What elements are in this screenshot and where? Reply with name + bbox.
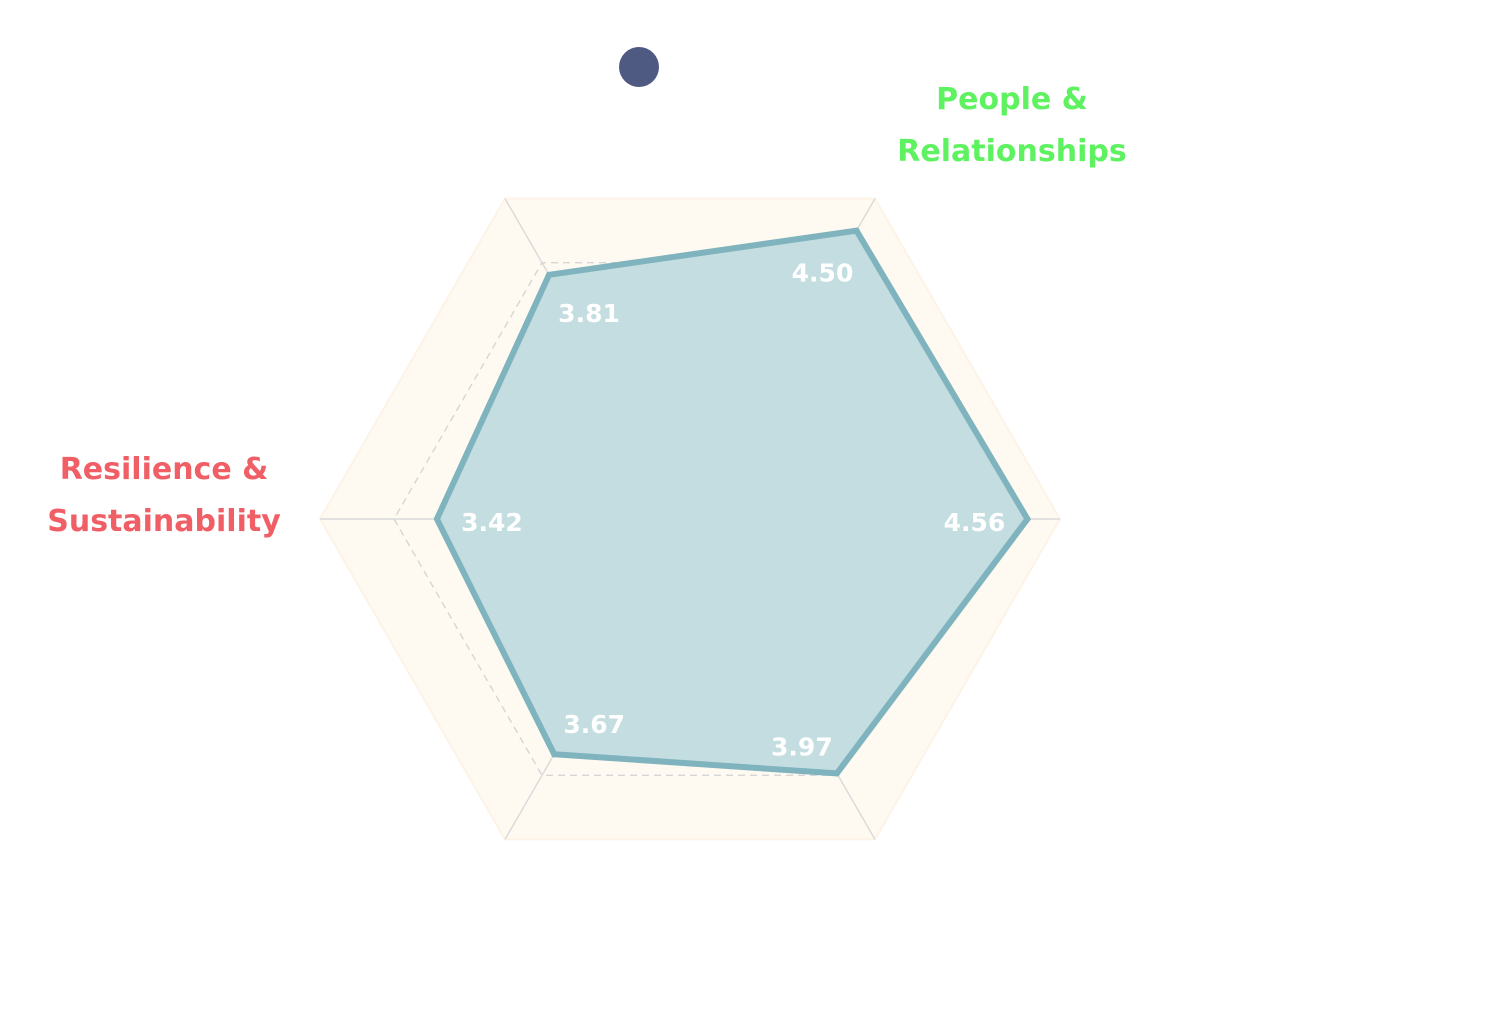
series — [433, 227, 1032, 777]
value-label: 4.56 — [944, 508, 1006, 537]
legend-marker — [619, 47, 659, 87]
data-point — [1024, 516, 1031, 522]
data-point — [546, 271, 553, 278]
data-point — [853, 227, 860, 234]
value-label: 3.42 — [461, 508, 523, 537]
value-label: 3.81 — [558, 299, 620, 328]
value-label: 4.50 — [792, 259, 854, 288]
value-label: 3.97 — [771, 732, 833, 761]
data-point — [833, 770, 840, 777]
axis-labels: People & Relationships Resilience & Sustain… — [47, 82, 1126, 539]
data-point — [433, 516, 440, 522]
axis-label: Resilience & Sustainability — [47, 452, 281, 539]
value-labels: 4.56 4.50 3.81 3.42 3.67 3.97 — [461, 259, 1005, 762]
axis-label: People & Relationships — [897, 82, 1126, 169]
data-point — [551, 751, 558, 758]
value-label: 3.67 — [563, 710, 625, 739]
